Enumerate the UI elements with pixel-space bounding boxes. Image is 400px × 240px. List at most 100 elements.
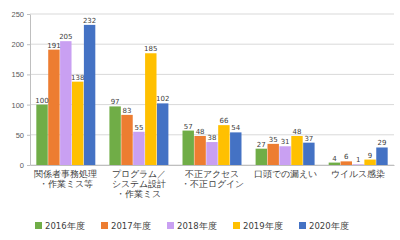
data-label: 205 — [59, 33, 72, 41]
data-label: 1 — [356, 156, 360, 164]
bar — [109, 106, 120, 165]
data-label: 54 — [231, 124, 240, 132]
bar — [230, 132, 241, 165]
x-tick-label: 口頭での漏えい — [254, 169, 317, 179]
bar — [267, 144, 278, 165]
x-tick: 口頭での漏えい — [254, 165, 317, 179]
bar — [60, 41, 71, 165]
x-tick: 関係者事務処理・作業ミス等 — [34, 165, 97, 189]
bar — [303, 143, 314, 165]
data-label: 27 — [257, 141, 266, 149]
bar — [194, 136, 205, 165]
bar — [329, 163, 340, 165]
y-tick-mark — [27, 105, 30, 106]
y-tick-mark — [27, 44, 30, 45]
y-tick-label: 0 — [20, 161, 24, 170]
legend-swatch — [299, 222, 306, 229]
bar — [341, 161, 352, 165]
data-label: 35 — [269, 136, 278, 144]
bar — [48, 50, 59, 165]
y-tick-mark — [27, 14, 30, 15]
legend-label: 2016年度 — [45, 221, 85, 231]
data-label: 48 — [293, 128, 302, 136]
y-tick-mark — [27, 135, 30, 136]
y-tick: 0 — [20, 161, 30, 170]
x-tick: プログラム／システム設計・作業ミス — [112, 165, 166, 199]
x-tick-label-line: ・作業ミス — [116, 189, 161, 199]
x-tick-label: プログラム／システム設計・作業ミス — [112, 169, 166, 199]
data-label: 185 — [144, 45, 157, 53]
legend-swatch — [167, 222, 174, 229]
legend-swatch — [233, 222, 240, 229]
y-tick-mark — [27, 74, 30, 75]
x-tick-label-line: 不正アクセス — [185, 169, 239, 179]
bar — [218, 125, 229, 165]
legend-item: 2018年度 — [167, 221, 217, 231]
bar — [183, 131, 194, 165]
chart: 0 50 100 150 200 250 関係者事務処理・作業ミス等プログラム／システム設計… — [0, 0, 400, 240]
bars — [36, 25, 387, 165]
legend-swatch — [35, 222, 42, 229]
x-tick-label: ウイルス感染 — [331, 169, 385, 179]
y-axis-line — [30, 15, 31, 166]
bar — [84, 25, 95, 165]
legend-label: 2018年度 — [177, 221, 217, 231]
legend-label: 2017年度 — [111, 221, 151, 231]
bar — [376, 147, 387, 165]
data-label: 29 — [378, 139, 387, 147]
x-tick-label-line: プログラム／ — [112, 169, 166, 179]
data-label: 97 — [111, 98, 120, 106]
x-tick-label-line: ・不正ログイン — [181, 179, 244, 189]
data-label: 9 — [368, 152, 372, 160]
y-tick-label: 200 — [11, 40, 24, 49]
y-tick: 150 — [11, 70, 30, 79]
x-axis: 関係者事務処理・作業ミス等プログラム／システム設計・作業ミス不正アクセス・不正ロ… — [31, 165, 395, 199]
bar — [364, 160, 375, 165]
data-label: 66 — [219, 117, 228, 125]
x-tick-label-line: ウイルス感染 — [331, 169, 385, 179]
x-tick: 不正アクセス・不正ログイン — [181, 165, 244, 189]
x-axis-line — [31, 165, 395, 166]
y-tick-label: 50 — [16, 131, 24, 140]
y-tick: 50 — [16, 131, 30, 140]
legend: 2016年度 2017年度 2018年度 2019年度 2020年度 — [35, 221, 349, 231]
data-label: 31 — [281, 138, 290, 146]
x-tick: ウイルス感染 — [331, 165, 385, 179]
legend-item: 2019年度 — [233, 221, 283, 231]
legend-swatch — [101, 222, 108, 229]
bar — [291, 136, 302, 165]
legend-label: 2020年度 — [309, 221, 349, 231]
y-tick: 250 — [11, 10, 30, 19]
legend-item: 2020年度 — [299, 221, 349, 231]
data-label: 55 — [134, 124, 143, 132]
data-label: 232 — [83, 17, 96, 25]
y-tick-label: 250 — [11, 10, 24, 19]
y-tick: 200 — [11, 40, 30, 49]
y-tick-mark — [27, 165, 30, 166]
bar — [157, 103, 168, 165]
bar — [145, 53, 156, 165]
plot: 0 50 100 150 200 250 関係者事務処理・作業ミス等プログラム／システム設計… — [11, 10, 394, 200]
legend-item: 2017年度 — [101, 221, 151, 231]
bar — [121, 115, 132, 165]
x-tick-label: 不正アクセス・不正ログイン — [181, 169, 244, 189]
y-axis: 0 50 100 150 200 250 — [11, 10, 30, 170]
legend-item: 2016年度 — [35, 221, 85, 231]
y-tick-label: 100 — [11, 101, 24, 110]
x-tick-label-line: 口頭での漏えい — [254, 169, 317, 179]
legend-label: 2019年度 — [243, 221, 283, 231]
bar — [36, 105, 47, 165]
y-tick-label: 150 — [11, 70, 24, 79]
data-label: 38 — [208, 134, 217, 142]
bar — [206, 142, 217, 165]
data-label: 102 — [156, 95, 169, 103]
grid — [30, 14, 394, 165]
x-tick-label: 関係者事務処理・作業ミス等 — [34, 169, 97, 189]
data-label: 83 — [123, 107, 132, 115]
x-tick-label-line: ・作業ミス等 — [39, 179, 93, 189]
data-label: 138 — [71, 74, 84, 82]
grid-line — [30, 14, 394, 15]
y-tick: 100 — [11, 101, 30, 110]
data-label: 57 — [184, 123, 193, 131]
bar — [256, 149, 267, 165]
